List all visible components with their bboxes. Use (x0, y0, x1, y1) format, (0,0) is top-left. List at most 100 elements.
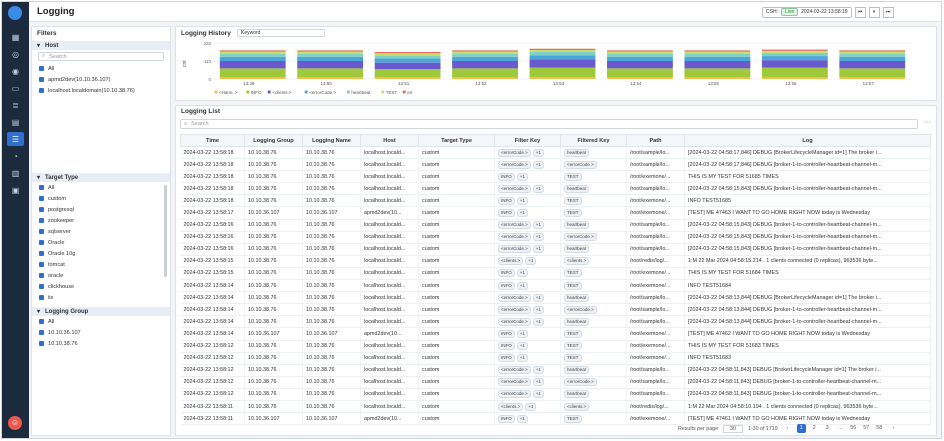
table-row[interactable]: 2024-03-22 13:58:11 10.10.38.76 10.10.38.7… (180, 400, 931, 414)
target-type-filter-item[interactable]: postgresql (32, 204, 170, 215)
logging-icon[interactable]: ☰ (7, 132, 24, 146)
column-header[interactable]: Logging Name (302, 134, 361, 147)
checkbox[interactable] (39, 218, 44, 223)
logging-group-filter-item[interactable]: All (32, 316, 170, 327)
topology-icon[interactable]: ◎ (12, 49, 19, 59)
checkbox[interactable] (39, 319, 44, 324)
page-button[interactable]: 57 (863, 425, 870, 431)
table-row[interactable]: 2024-03-22 13:58:16 10.10.38.76 10.10.38.7… (180, 231, 931, 244)
page-button[interactable]: 56 (850, 425, 857, 431)
target-type-filter-item[interactable]: iis (32, 292, 170, 303)
target-type-filter-header[interactable]: ▾ Target Type (32, 173, 170, 182)
table-row[interactable]: 2024-03-22 13:58:16 10.10.38.76 10.10.38.7… (180, 243, 931, 256)
time-picker[interactable]: CSH: Live 2024-03-22 13:58:19 (762, 6, 852, 18)
chart-icon[interactable]: ▤ (11, 117, 20, 127)
table-row[interactable]: 2024-03-22 13:58:12 10.10.38.76 10.10.38.7… (180, 364, 931, 377)
table-row[interactable]: 2024-03-22 13:58:14 10.10.38.76 10.10.38.7… (180, 315, 931, 329)
checkbox[interactable] (39, 330, 44, 335)
monitor-icon[interactable]: ▭ (11, 83, 20, 93)
table-row[interactable]: 2024-03-22 13:58:18 10.10.38.76 10.10.38.7… (180, 170, 931, 184)
column-header[interactable]: Filtered Key (560, 134, 627, 147)
table-row[interactable]: 2024-03-22 13:58:16 10.10.38.76 10.10.38.7… (180, 219, 931, 232)
target-type-scrollbar[interactable] (164, 185, 167, 277)
table-row[interactable]: 2024-03-22 13:58:14 10.10.38.76 10.10.38.7… (180, 303, 931, 317)
keyword-select[interactable]: Keyword (237, 29, 325, 37)
checkbox[interactable] (39, 77, 44, 82)
column-header[interactable]: Host (360, 134, 419, 147)
table-row[interactable]: 2024-03-22 13:58:18 10.10.38.76 10.10.38.7… (180, 182, 931, 196)
page-button[interactable]: 2 (812, 425, 816, 431)
checkbox[interactable] (39, 295, 44, 300)
checkbox[interactable] (39, 251, 44, 256)
bell-icon[interactable]: ◔ (13, 151, 18, 161)
target-type-filter-item[interactable]: All (32, 182, 170, 193)
checkbox[interactable] (39, 240, 44, 245)
list-search-input[interactable]: ⌕ Search (180, 119, 918, 129)
checkbox[interactable] (39, 185, 44, 190)
rewind-button[interactable]: ⏮ (854, 6, 866, 18)
column-header[interactable]: Time (180, 134, 245, 147)
column-header[interactable]: Target Type (418, 134, 495, 147)
more-options-icon[interactable]: ··· (924, 119, 931, 126)
column-header[interactable]: Logging Group (244, 134, 303, 147)
target-type-filter-item[interactable]: sqlserver (32, 226, 170, 237)
table-row[interactable]: 2024-03-22 13:58:14 10.10.38.76 10.10.38.7… (180, 291, 931, 305)
logging-group-filter-item[interactable]: 10.10.36.107 (32, 327, 170, 338)
host-filter-header[interactable]: ▾ Host (32, 41, 170, 50)
checkbox[interactable] (39, 273, 44, 278)
pause-button[interactable]: ⏸ (868, 6, 880, 18)
per-page-select[interactable]: 30 (723, 424, 743, 433)
table-row[interactable]: 2024-03-22 13:58:14 10.10.38.76 10.10.38.7… (180, 279, 931, 293)
table-row[interactable]: 2024-03-22 13:58:18 10.10.38.76 10.10.38.7… (180, 158, 931, 172)
checkbox[interactable] (39, 284, 44, 289)
target-type-filter-item[interactable]: oracle (32, 270, 170, 281)
target-type-filter-item[interactable]: Oracle 10g (32, 248, 170, 259)
page-button[interactable]: 3 (825, 425, 829, 431)
prev-page-button[interactable]: ‹ (786, 425, 789, 431)
host-filter-item[interactable]: All (32, 63, 170, 74)
eye-icon[interactable]: ◉ (12, 66, 19, 76)
host-search-input[interactable]: ⌕ Search (38, 52, 164, 61)
chatbot-icon[interactable]: ☺ (8, 416, 22, 430)
checkbox[interactable] (39, 88, 44, 93)
page-button[interactable]: 58 (876, 425, 883, 431)
target-type-filter-item[interactable]: zookeeper (32, 215, 170, 226)
next-page-button[interactable]: › (892, 425, 895, 431)
table-row[interactable]: 2024-03-22 13:58:18 10.10.38.76 10.10.38.7… (180, 194, 931, 208)
table-row[interactable]: 2024-03-22 13:58:12 10.10.38.76 10.10.38.7… (180, 340, 931, 353)
target-type-filter-item[interactable]: Oracle (32, 237, 170, 248)
target-type-filter-item[interactable]: clickhouse (32, 281, 170, 292)
table-row[interactable]: 2024-03-22 13:58:12 10.10.38.76 10.10.38.7… (180, 352, 931, 365)
dashboard-icon[interactable]: ▦ (11, 32, 20, 42)
live-badge[interactable]: Live (780, 8, 799, 16)
checkbox[interactable] (39, 207, 44, 212)
table-row[interactable]: 2024-03-22 13:58:15 10.10.38.76 10.10.38.7… (180, 267, 931, 281)
table-row[interactable]: 2024-03-22 13:58:18 10.10.38.76 10.10.38.7… (180, 146, 931, 160)
column-header[interactable]: Filter Key (494, 134, 561, 147)
page-button[interactable]: 1 (796, 424, 806, 433)
host-filter-item[interactable]: localhost.localdomain(10.10.38.76) (32, 85, 170, 96)
logging-group-filter-header[interactable]: ▾ Logging Group (32, 307, 170, 316)
host-filter-item[interactable]: apmd2dev(10.10.36.107) (32, 74, 170, 85)
checkbox[interactable] (39, 229, 44, 234)
column-header[interactable]: Log (684, 134, 931, 147)
column-header[interactable]: Path (626, 134, 685, 147)
table-row[interactable]: 2024-03-22 13:58:12 10.10.38.76 10.10.38.7… (180, 388, 931, 401)
checkbox[interactable] (39, 262, 44, 267)
checkbox[interactable] (39, 196, 44, 201)
checkbox[interactable] (39, 341, 44, 346)
target-type-filter-item[interactable]: custom (32, 193, 170, 204)
table-row[interactable]: 2024-03-22 13:58:15 10.10.38.76 10.10.38.7… (180, 255, 931, 268)
database-icon[interactable]: ≣ (12, 100, 19, 110)
table-row[interactable]: 2024-03-22 13:58:14 10.10.36.107 10.10.36.… (180, 327, 931, 341)
table-row[interactable]: 2024-03-22 13:58:12 10.10.38.76 10.10.38.7… (180, 376, 931, 389)
logging-group-filter-item[interactable]: 10.10.38.76 (32, 338, 170, 349)
forward-button[interactable]: ⏭ (882, 6, 894, 18)
report-icon[interactable]: ▥ (11, 168, 20, 178)
checkbox[interactable] (39, 66, 44, 71)
document-icon[interactable]: ▣ (11, 185, 20, 195)
target-type-filter-item[interactable]: tomcat (32, 259, 170, 270)
table-row[interactable]: 2024-03-22 13:58:11 10.10.36.107 10.10.36.… (180, 412, 931, 426)
table-cell: TEST (560, 170, 627, 184)
table-row[interactable]: 2024-03-22 13:58:17 10.10.36.107 10.10.36.… (180, 206, 931, 220)
